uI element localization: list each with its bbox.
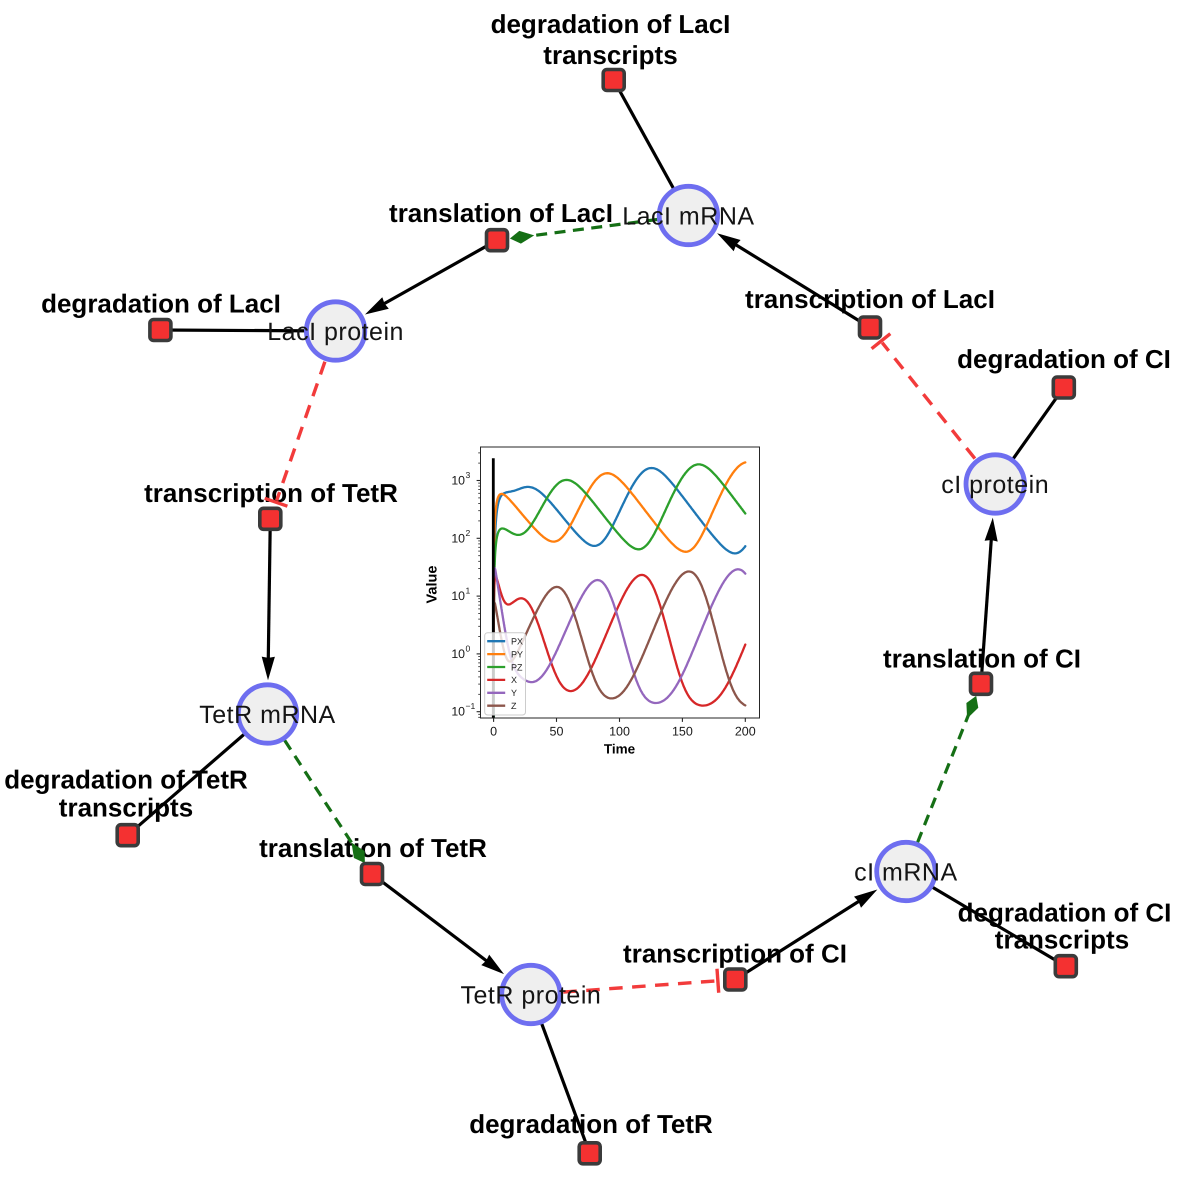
svg-text:degradation of CI: degradation of CI: [958, 898, 1172, 928]
svg-text:TetR mRNA: TetR mRNA: [199, 701, 335, 729]
svg-text:Value: Value: [424, 566, 440, 604]
svg-text:PX: PX: [511, 637, 523, 647]
svg-text:Time: Time: [604, 742, 636, 757]
svg-text:0: 0: [466, 643, 471, 653]
svg-text:degradation of TetR: degradation of TetR: [4, 765, 248, 795]
svg-text:150: 150: [672, 725, 693, 739]
svg-text:transcripts: transcripts: [543, 40, 677, 70]
svg-text:10: 10: [451, 474, 465, 488]
svg-text:100: 100: [609, 725, 630, 739]
svg-text:transcription of LacI: transcription of LacI: [745, 284, 995, 314]
svg-text:10: 10: [451, 531, 465, 545]
svg-text:10: 10: [451, 647, 465, 661]
svg-text:transcription of TetR: transcription of TetR: [144, 478, 398, 508]
svg-text:degradation of LacI: degradation of LacI: [41, 289, 281, 319]
svg-text:X: X: [511, 675, 517, 685]
svg-text:50: 50: [550, 725, 564, 739]
svg-text:TetR protein: TetR protein: [461, 982, 602, 1010]
svg-text:200: 200: [735, 725, 756, 739]
svg-text:Y: Y: [511, 688, 517, 698]
svg-text:PZ: PZ: [511, 662, 523, 672]
svg-text:translation of LacI: translation of LacI: [389, 198, 613, 228]
svg-text:−1: −1: [466, 701, 476, 711]
svg-text:cI protein: cI protein: [941, 471, 1049, 499]
svg-text:3: 3: [466, 470, 471, 480]
svg-text:1: 1: [466, 586, 471, 596]
svg-text:transcription of CI: transcription of CI: [623, 939, 847, 969]
svg-text:2: 2: [466, 528, 471, 538]
svg-text:LacI protein: LacI protein: [267, 318, 404, 346]
svg-text:cI mRNA: cI mRNA: [854, 859, 958, 887]
svg-text:10: 10: [451, 705, 465, 719]
svg-text:PY: PY: [511, 649, 523, 659]
svg-text:LacI mRNA: LacI mRNA: [622, 203, 754, 231]
svg-text:degradation of TetR: degradation of TetR: [469, 1109, 713, 1139]
svg-text:translation of TetR: translation of TetR: [259, 833, 487, 863]
svg-text:0: 0: [490, 725, 497, 739]
svg-text:degradation of CI: degradation of CI: [957, 344, 1171, 374]
svg-text:degradation of LacI: degradation of LacI: [491, 9, 731, 39]
svg-text:Z: Z: [511, 701, 517, 711]
svg-text:10: 10: [451, 589, 465, 603]
svg-text:transcripts: transcripts: [995, 925, 1129, 955]
